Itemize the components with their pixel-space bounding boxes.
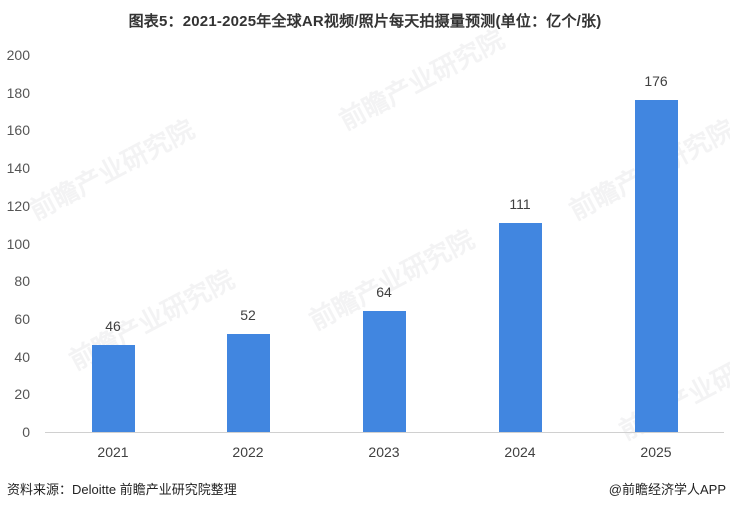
chart-title: 图表5：2021-2025年全球AR视频/照片每天拍摄量预测(单位：亿个/张)	[128, 13, 602, 30]
y-tick-label: 120	[6, 197, 30, 214]
bar-2023	[362, 311, 406, 432]
x-tick-label: 2021	[97, 444, 129, 460]
watermark: 前瞻产业研究院	[24, 113, 200, 226]
y-tick-label: 40	[14, 348, 30, 365]
bar-2021	[91, 345, 135, 432]
data-label: 176	[644, 73, 668, 90]
y-tick-label: 80	[14, 273, 30, 290]
data-label: 111	[509, 195, 531, 212]
x-tick-label: 2024	[504, 444, 536, 460]
y-tick-label: 0	[22, 424, 30, 440]
y-tick-label: 100	[6, 235, 30, 252]
y-tick-label: 60	[14, 310, 30, 327]
watermark: 前瞻产业研究院	[334, 23, 510, 136]
data-label: 52	[240, 306, 256, 323]
bar-chart: 前瞻产业研究院 前瞻产业研究院 前瞻产业研究院 前瞻产业研究院 前瞻产业研究院 …	[6, 23, 730, 460]
bar-2025	[634, 100, 678, 432]
y-tick-label: 140	[6, 160, 30, 177]
y-tick-label: 180	[6, 84, 30, 101]
bar-2024	[498, 222, 542, 432]
x-tick-label: 2022	[232, 444, 264, 460]
x-tick-label: 2023	[368, 444, 400, 460]
data-label: 46	[105, 318, 121, 335]
x-tick-label: 2025	[640, 444, 672, 460]
bar-2022	[226, 333, 270, 432]
credit-note: @前瞻经济学人APP	[608, 482, 726, 497]
y-tick-label: 160	[6, 122, 30, 139]
source-note: 资料来源：Deloitte 前瞻产业研究院整理	[7, 482, 237, 497]
data-label: 64	[376, 284, 392, 301]
x-axis-line	[45, 432, 724, 433]
y-tick-label: 200	[6, 47, 30, 63]
y-tick-label: 20	[14, 386, 30, 403]
